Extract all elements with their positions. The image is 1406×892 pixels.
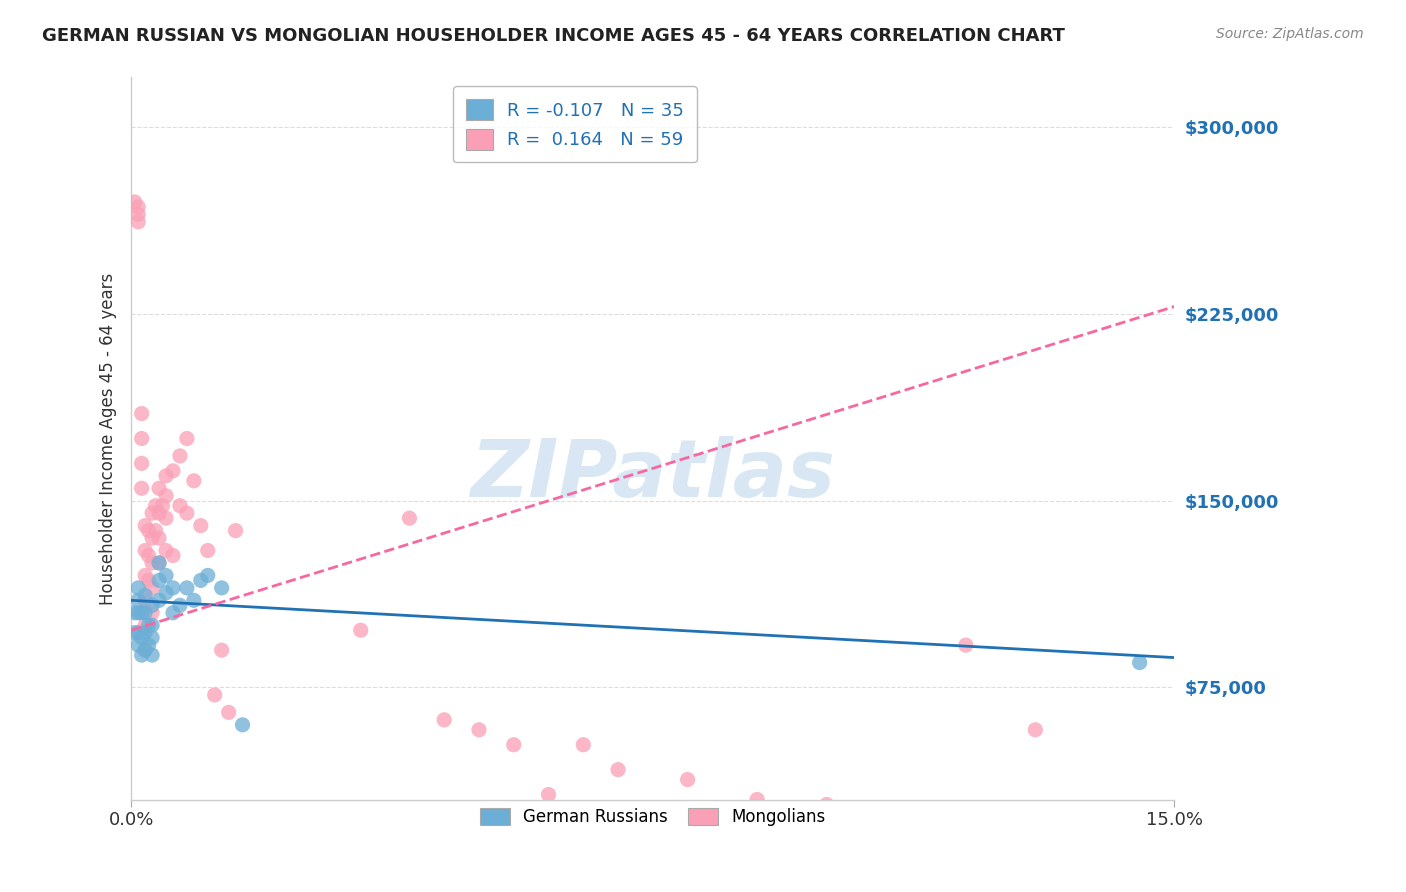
Point	[162, 606, 184, 620]
Point	[231, 718, 253, 732]
Point	[127, 581, 149, 595]
Point	[138, 524, 160, 538]
Point	[138, 574, 160, 588]
Point	[141, 556, 163, 570]
Point	[398, 511, 420, 525]
Point	[141, 606, 163, 620]
Point	[124, 625, 146, 640]
Point	[162, 549, 184, 563]
Point	[468, 723, 491, 737]
Text: Source: ZipAtlas.com: Source: ZipAtlas.com	[1216, 27, 1364, 41]
Point	[1129, 656, 1152, 670]
Point	[138, 618, 160, 632]
Point	[211, 643, 233, 657]
Point	[141, 599, 163, 613]
Point	[134, 593, 156, 607]
Point	[127, 638, 149, 652]
Point	[350, 624, 373, 638]
Point	[127, 215, 149, 229]
Point	[127, 625, 149, 640]
Point	[134, 625, 156, 640]
Point	[572, 738, 595, 752]
Point	[131, 631, 153, 645]
Point	[134, 518, 156, 533]
Point	[148, 481, 170, 495]
Point	[134, 643, 156, 657]
Point	[148, 531, 170, 545]
Point	[134, 618, 156, 632]
Point	[155, 468, 177, 483]
Point	[502, 738, 524, 752]
Point	[141, 531, 163, 545]
Point	[162, 464, 184, 478]
Point	[145, 499, 167, 513]
Point	[218, 706, 240, 720]
Text: ZIPatlas: ZIPatlas	[471, 435, 835, 514]
Point	[134, 588, 156, 602]
Point	[183, 593, 205, 607]
Point	[176, 432, 198, 446]
Point	[176, 506, 198, 520]
Point	[134, 643, 156, 657]
Point	[607, 763, 630, 777]
Point	[190, 574, 212, 588]
Point	[131, 606, 153, 620]
Point	[169, 599, 191, 613]
Point	[127, 200, 149, 214]
Point	[134, 606, 156, 620]
Point	[155, 489, 177, 503]
Point	[138, 549, 160, 563]
Point	[197, 568, 219, 582]
Point	[127, 593, 149, 607]
Point	[148, 556, 170, 570]
Point	[815, 797, 838, 812]
Point	[131, 432, 153, 446]
Point	[141, 631, 163, 645]
Text: GERMAN RUSSIAN VS MONGOLIAN HOUSEHOLDER INCOME AGES 45 - 64 YEARS CORRELATION CH: GERMAN RUSSIAN VS MONGOLIAN HOUSEHOLDER …	[42, 27, 1066, 45]
Point	[155, 543, 177, 558]
Point	[1024, 723, 1046, 737]
Point	[676, 772, 699, 787]
Point	[145, 524, 167, 538]
Point	[747, 792, 769, 806]
Point	[169, 499, 191, 513]
Point	[127, 207, 149, 221]
Point	[131, 481, 153, 495]
Point	[138, 638, 160, 652]
Point	[131, 407, 153, 421]
Legend: German Russians, Mongolians: German Russians, Mongolians	[471, 800, 834, 835]
Point	[148, 574, 170, 588]
Point	[155, 586, 177, 600]
Point	[537, 788, 560, 802]
Point	[190, 518, 212, 533]
Point	[124, 194, 146, 209]
Point	[134, 543, 156, 558]
Point	[433, 713, 456, 727]
Point	[127, 606, 149, 620]
Point	[211, 581, 233, 595]
Point	[197, 543, 219, 558]
Point	[131, 456, 153, 470]
Point	[141, 618, 163, 632]
Point	[176, 581, 198, 595]
Point	[148, 506, 170, 520]
Point	[134, 568, 156, 582]
Point	[183, 474, 205, 488]
Point	[955, 638, 977, 652]
Point	[155, 568, 177, 582]
Point	[169, 449, 191, 463]
Point	[124, 606, 146, 620]
Point	[141, 581, 163, 595]
Point	[225, 524, 247, 538]
Point	[152, 499, 174, 513]
Point	[204, 688, 226, 702]
Point	[141, 648, 163, 662]
Point	[155, 511, 177, 525]
Y-axis label: Householder Income Ages 45 - 64 years: Householder Income Ages 45 - 64 years	[100, 272, 117, 605]
Point	[148, 556, 170, 570]
Point	[131, 648, 153, 662]
Point	[141, 506, 163, 520]
Point	[162, 581, 184, 595]
Point	[148, 593, 170, 607]
